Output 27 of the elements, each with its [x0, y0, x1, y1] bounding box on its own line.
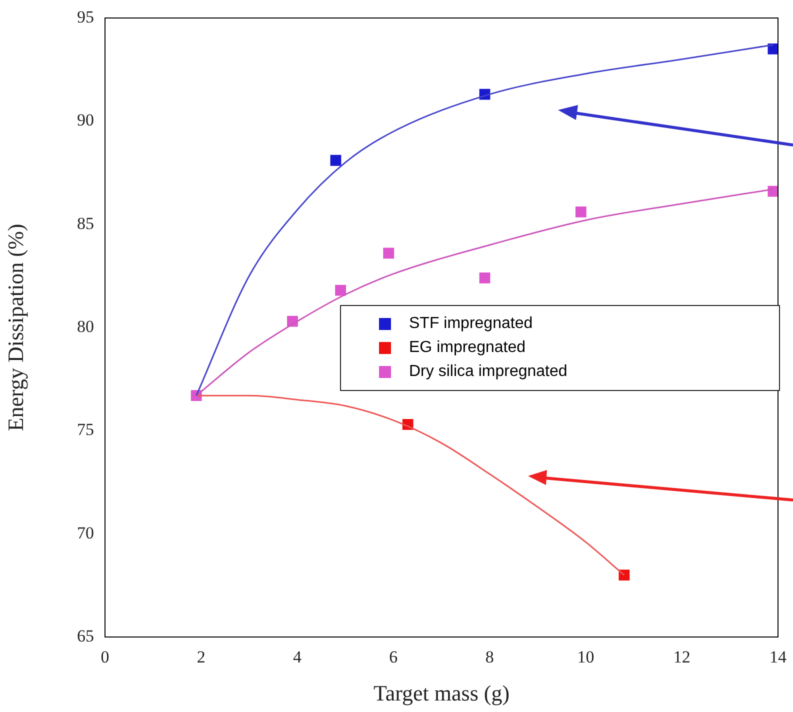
- point: [330, 154, 342, 166]
- x-tick-label: 2: [196, 648, 206, 667]
- point: [575, 206, 586, 218]
- y-axis-title: Energy Dissipation (%): [2, 224, 28, 432]
- x-tick-label: 4: [293, 648, 302, 667]
- y-tick-label: 85: [77, 214, 94, 233]
- x-tick-label: 0: [100, 648, 110, 667]
- point: [768, 44, 778, 54]
- point: [335, 284, 346, 296]
- y-tick-label: 80: [77, 316, 94, 336]
- legend-label: STF impregnated: [409, 315, 533, 333]
- x-tick-label: 14: [770, 648, 787, 667]
- x-tick-label: 12: [673, 648, 690, 667]
- y-tick-label: 70: [77, 523, 94, 542]
- y-tick-label: 75: [77, 420, 94, 440]
- point: [383, 248, 394, 259]
- point: [479, 272, 490, 284]
- y-tick-label: 90: [77, 110, 94, 130]
- y-tick-label: 95: [77, 7, 94, 26]
- y-tick-label: 65: [77, 626, 94, 646]
- point: [768, 186, 778, 197]
- x-tick-label: 8: [485, 648, 494, 667]
- x-tick-label: 6: [389, 648, 398, 667]
- x-axis-title: Target mass (g): [373, 680, 510, 706]
- legend-label: EG impregnated: [409, 339, 526, 357]
- legend-label: Dry silica impregnated: [409, 363, 568, 381]
- x-tick-label: 10: [577, 648, 594, 667]
